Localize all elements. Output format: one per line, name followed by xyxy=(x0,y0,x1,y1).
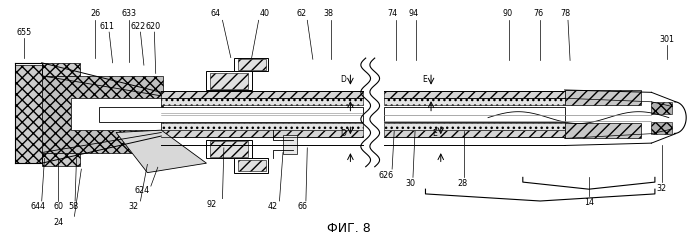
Text: 60: 60 xyxy=(54,202,64,212)
Text: 62: 62 xyxy=(297,9,307,18)
Text: 26: 26 xyxy=(90,9,101,18)
Text: ФИГ. 8: ФИГ. 8 xyxy=(327,222,371,235)
Text: 30: 30 xyxy=(405,179,415,188)
Text: 78: 78 xyxy=(561,9,571,18)
Bar xyxy=(238,60,265,70)
Text: E: E xyxy=(422,75,427,84)
Text: D: D xyxy=(341,75,346,84)
Text: 655: 655 xyxy=(17,27,32,37)
Text: 64: 64 xyxy=(211,9,221,18)
Bar xyxy=(565,123,641,138)
Text: E: E xyxy=(432,129,436,138)
Text: 24: 24 xyxy=(53,218,64,227)
Text: 622: 622 xyxy=(130,22,145,31)
Bar xyxy=(210,73,248,89)
Text: 90: 90 xyxy=(503,9,512,18)
Bar xyxy=(42,63,80,76)
Bar xyxy=(161,98,363,105)
Bar xyxy=(42,76,163,152)
Bar xyxy=(210,141,248,157)
Text: 624: 624 xyxy=(134,186,149,195)
Polygon shape xyxy=(116,130,207,173)
Bar xyxy=(42,152,80,166)
Bar xyxy=(207,71,252,90)
Bar xyxy=(651,122,672,134)
Text: 38: 38 xyxy=(323,9,333,18)
Bar xyxy=(207,140,252,158)
Bar xyxy=(384,91,565,98)
Text: 92: 92 xyxy=(207,200,217,209)
Bar xyxy=(238,160,265,171)
Bar xyxy=(384,123,565,130)
Bar xyxy=(384,98,565,105)
Text: 94: 94 xyxy=(408,9,419,18)
Bar xyxy=(384,130,565,137)
Text: 301: 301 xyxy=(660,35,675,44)
Text: 611: 611 xyxy=(100,22,114,31)
Text: 626: 626 xyxy=(378,170,394,179)
Bar xyxy=(235,158,267,173)
Text: 76: 76 xyxy=(534,9,544,18)
Text: 40: 40 xyxy=(259,9,269,18)
Text: 42: 42 xyxy=(267,202,278,212)
Text: D: D xyxy=(341,129,346,138)
Bar xyxy=(235,58,267,71)
Bar xyxy=(15,65,42,163)
Text: 74: 74 xyxy=(387,9,397,18)
Text: 66: 66 xyxy=(297,202,307,212)
Bar xyxy=(98,107,363,122)
Text: 633: 633 xyxy=(121,9,136,18)
Text: 32: 32 xyxy=(657,184,667,192)
Text: 14: 14 xyxy=(584,198,594,207)
Text: 644: 644 xyxy=(31,202,46,212)
Bar xyxy=(651,102,672,114)
Bar xyxy=(161,130,363,137)
Bar xyxy=(161,91,363,98)
Bar xyxy=(161,123,363,130)
Text: 28: 28 xyxy=(457,179,468,188)
Text: 32: 32 xyxy=(128,202,138,212)
Bar xyxy=(283,135,297,154)
Bar xyxy=(565,90,641,105)
Text: 58: 58 xyxy=(68,202,78,212)
Bar xyxy=(71,98,161,130)
Bar xyxy=(384,107,565,122)
Text: 620: 620 xyxy=(145,22,161,31)
